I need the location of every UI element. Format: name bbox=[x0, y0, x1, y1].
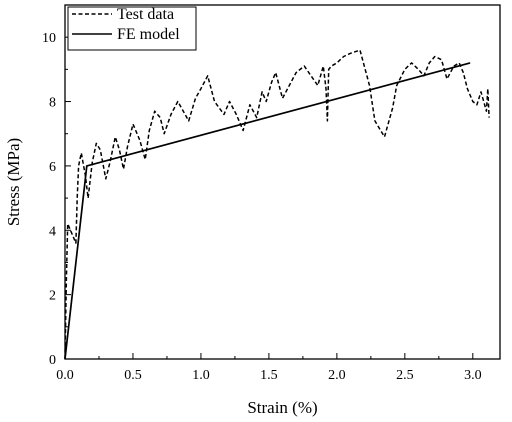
y-tick-label: 10 bbox=[42, 31, 56, 46]
legend: Test data FE model bbox=[67, 6, 197, 51]
x-tick-label: 0.0 bbox=[56, 368, 74, 383]
plot-frame bbox=[64, 4, 501, 360]
axis-ticks bbox=[64, 36, 474, 360]
x-tick-label: 0.5 bbox=[124, 368, 142, 383]
legend-label-fe-model: FE model bbox=[117, 26, 180, 43]
x-tick-label: 2.5 bbox=[396, 368, 414, 383]
y-tick-label: 4 bbox=[49, 224, 56, 239]
series-line-test-data bbox=[64, 49, 490, 360]
y-axis-label: Stress (MPa) bbox=[4, 138, 23, 226]
legend-box bbox=[67, 6, 197, 51]
y-tick-label: 0 bbox=[49, 353, 56, 368]
x-tick-label: 1.0 bbox=[192, 368, 210, 383]
series-line-fe-model bbox=[64, 62, 471, 360]
x-tick-label: 1.5 bbox=[260, 368, 278, 383]
y-tick-label: 2 bbox=[49, 289, 56, 304]
y-tick-label: 8 bbox=[49, 96, 56, 111]
x-tick-label: 3.0 bbox=[464, 368, 482, 383]
x-axis-label: Strain (%) bbox=[247, 398, 317, 417]
legend-label-test-data: Test data bbox=[117, 6, 174, 23]
series-lines bbox=[64, 49, 490, 360]
x-tick-label: 2.0 bbox=[328, 368, 346, 383]
y-tick-label: 6 bbox=[49, 160, 56, 175]
tick-labels: 0.0 0.5 1.0 1.5 2.0 2.5 3.0 0 2 4 6 8 10 bbox=[42, 31, 482, 383]
